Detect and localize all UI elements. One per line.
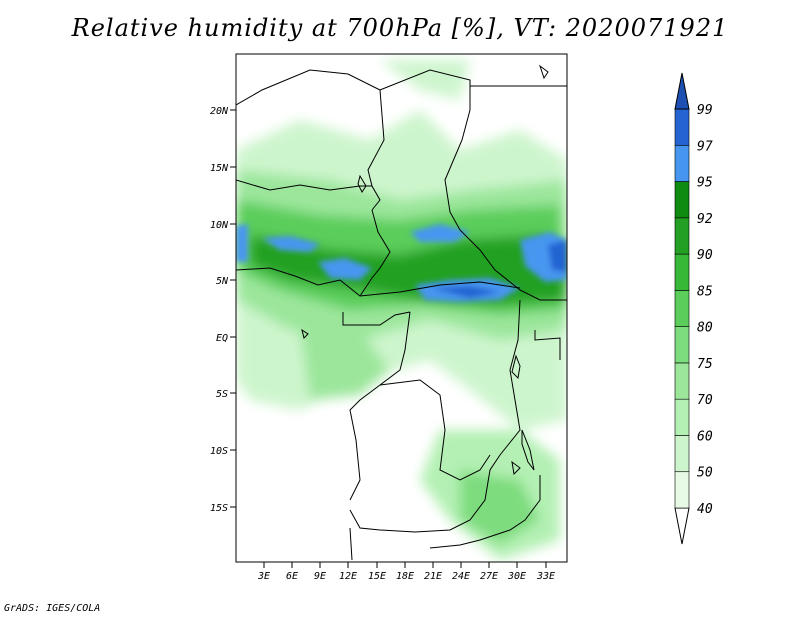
colorbar-lower-arrow: [674, 507, 690, 545]
colorbar-upper-arrow: [674, 72, 690, 110]
lon-label: 33E: [536, 571, 555, 582]
lon-label: 12E: [339, 571, 357, 582]
map-title: Relative humidity at 700hPa [%], VT: 202…: [71, 14, 729, 42]
colorbar-label: 60: [697, 429, 713, 444]
lat-label: 15N: [210, 163, 229, 174]
colorbar-segment: [674, 108, 690, 146]
latitude-axis: 20N 15N 10N 5N EQ 5S 10S 15S: [210, 106, 236, 514]
colorbar-segment: [674, 144, 690, 182]
colorbar-label: 75: [697, 357, 713, 372]
lon-label: 9E: [314, 571, 326, 582]
lon-label: 6E: [286, 571, 298, 582]
colorbar-segment: [674, 326, 690, 364]
country-borders: [236, 64, 567, 561]
colorbar-segment: [674, 253, 690, 291]
lat-label: 15S: [210, 503, 228, 514]
map-frame: [235, 53, 568, 563]
lat-label: EQ: [216, 333, 228, 344]
lon-label: 30E: [507, 571, 526, 582]
colorbar-label: 85: [697, 284, 713, 299]
lon-label: 21E: [424, 571, 442, 582]
colorbar-label: 92: [697, 212, 713, 227]
colorbar: 40 50 60 70 75 80 85 90 92 95 97 99: [674, 72, 713, 545]
lon-label: 3E: [257, 571, 270, 582]
colorbar-segment: [674, 217, 690, 255]
lat-label: 5S: [216, 389, 228, 400]
lon-label: 27E: [480, 571, 498, 582]
colorbar-segment: [674, 471, 690, 509]
lon-label: 18E: [396, 571, 414, 582]
colorbar-label: 50: [697, 466, 713, 481]
colorbar-segment: [674, 290, 690, 327]
colorbar-label: 70: [697, 393, 713, 408]
colorbar-label: 40: [697, 502, 713, 517]
colorbar-segment: [674, 181, 690, 219]
lat-label: 20N: [210, 106, 229, 117]
colorbar-segment: [674, 435, 690, 473]
lat-label: 10S: [210, 446, 228, 457]
credit-label: GrADS: IGES/COLA: [4, 603, 101, 614]
lon-label: 15E: [368, 571, 386, 582]
colorbar-segment: [674, 362, 690, 400]
colorbar-label: 90: [697, 248, 713, 263]
lat-label: 5N: [216, 276, 229, 287]
colorbar-label: 95: [697, 176, 713, 191]
colorbar-segment: [674, 398, 690, 436]
humidity-field: [236, 54, 567, 562]
lat-label: 10N: [210, 220, 229, 231]
longitude-axis: 3E 6E 9E 12E 15E 18E 21E 24E 27E 30E 33E: [257, 562, 555, 582]
lon-label: 24E: [452, 571, 470, 582]
colorbar-label: 97: [697, 139, 713, 154]
colorbar-label: 99: [697, 103, 713, 118]
colorbar-label: 80: [697, 321, 713, 336]
